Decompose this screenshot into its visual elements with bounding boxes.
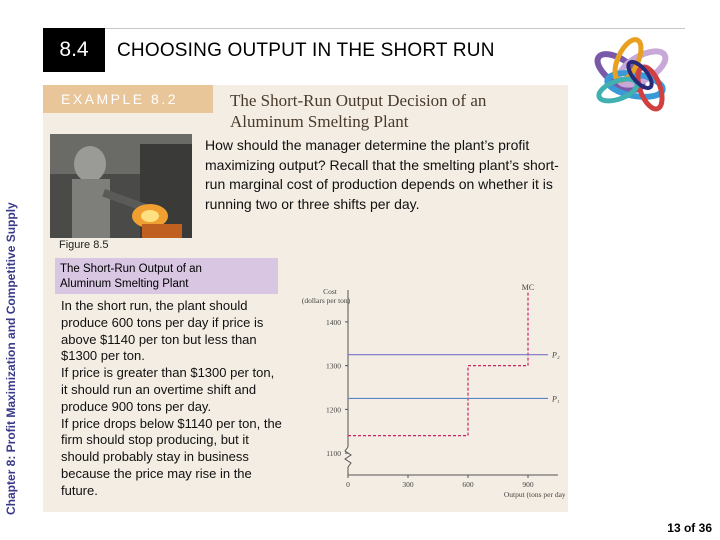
example-question: How should the manager determine the pla… [205,137,559,212]
example-title-line-1: The Short-Run Output Decision of an [230,91,487,110]
figure-caption-line-1: The Short-Run Output of an [60,263,202,275]
x-tick-label: 900 [522,480,534,489]
example-title: The Short-Run Output Decision of an Alum… [230,90,560,132]
y-axis-label: (dollars per ton) [302,296,351,305]
x-axis-label: Output (tons per day) [504,490,565,499]
axis-break-mark [344,446,352,468]
x-tick-label: 0 [346,480,350,489]
example-tag: EXAMPLE 8.2 [43,85,213,113]
figure-caption-line-2: Aluminum Smelting Plant [60,278,189,290]
price-line-label: P₂ [551,351,560,360]
header-divider [105,28,685,29]
y-tick-label: 1100 [326,449,341,458]
mc-curve [348,292,529,437]
figure-label: Figure 8.5 [59,239,109,251]
interlocking-rings-logo [594,37,669,112]
y-axis-label: Cost [323,287,338,296]
smelting-worker-photo [50,134,192,238]
price-line-label: P₁ [551,394,560,403]
figure-caption: The Short-Run Output of an Aluminum Smel… [55,258,278,294]
y-tick-label: 1200 [326,405,341,414]
y-tick-label: 1300 [326,362,341,371]
mc-curve-label: MC [522,283,534,292]
page-number: 13 of 36 [667,521,712,535]
explanation-paragraph: If price is greater than $1300 per ton, … [61,365,275,414]
figure-explanation: In the short run, the plant should produ… [61,298,283,500]
short-run-output-chart: Cost(dollars per ton) 1100 1200 1300 1400 0 30… [302,283,565,499]
section-title: CHOOSING OUTPUT IN THE SHORT RUN [117,40,495,61]
x-tick-label: 600 [462,480,474,489]
y-tick-label: 1400 [326,318,341,327]
explanation-paragraph: If price drops below $1140 per ton, the … [61,415,282,498]
x-tick-label: 300 [402,480,414,489]
explanation-paragraph: In the short run, the plant should produ… [61,298,264,364]
example-title-line-2: Aluminum Smelting Plant [230,112,409,131]
chapter-label: Chapter 8: Profit Maximization and Compe… [4,202,18,515]
section-number: 8.4 [43,28,105,72]
